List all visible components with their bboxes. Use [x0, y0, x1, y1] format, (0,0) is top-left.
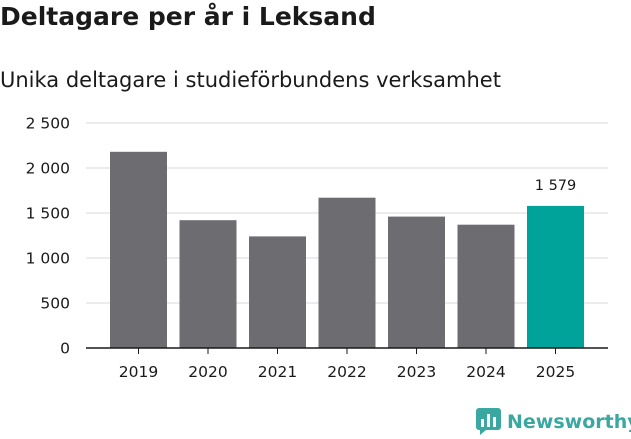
- y-tick-label: 1 000: [26, 250, 70, 268]
- y-tick-label: 2 000: [26, 160, 70, 178]
- x-tick-label: 2025: [536, 363, 575, 381]
- newsworthy-logo-icon: [476, 408, 501, 435]
- chart-subtitle: Unika deltagare i studieförbundens verks…: [0, 68, 501, 92]
- bar-2025: [527, 205, 584, 348]
- x-tick-label: 2024: [466, 363, 505, 381]
- x-tick-label: 2020: [188, 363, 227, 381]
- brand-name: Newsworthy: [507, 410, 631, 433]
- data-labels: 1 579: [535, 178, 577, 194]
- y-tick-label: 2 500: [26, 115, 70, 133]
- bar-2022: [318, 197, 376, 348]
- bar-2021: [249, 236, 306, 348]
- x-tick-label: 2023: [397, 363, 436, 381]
- chart-title: Deltagare per år i Leksand: [0, 2, 376, 31]
- y-tick-label: 1 500: [26, 205, 70, 223]
- y-tick-label: 0: [60, 340, 70, 358]
- bar-2024: [457, 224, 515, 348]
- y-tick-label: 500: [40, 295, 70, 313]
- brand-logo: Newsworthy: [476, 408, 631, 435]
- bar-2019: [110, 151, 167, 348]
- bar-2023: [388, 216, 445, 348]
- bar-value-label: 1 579: [535, 178, 577, 194]
- x-tick-label: 2021: [258, 363, 297, 381]
- x-tick-label: 2022: [327, 363, 366, 381]
- bar-2020: [179, 220, 237, 348]
- y-axis-ticks: 0 500 1 000 1 500 2 000 2 500: [26, 115, 70, 358]
- bars: [110, 151, 584, 348]
- x-axis-ticks: 2019 2020 2021 2022 2023 2024 2025: [119, 348, 575, 381]
- x-tick-label: 2019: [119, 363, 158, 381]
